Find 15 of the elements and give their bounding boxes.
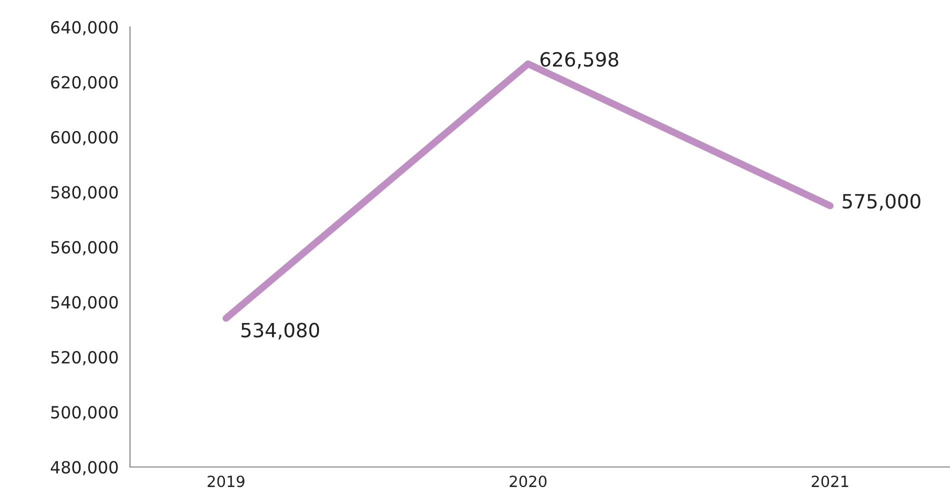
y-tick-label: 520,000 [51, 350, 118, 366]
y-tick-label: 480,000 [50, 460, 118, 476]
y-tick-label: 560,000 [51, 240, 118, 256]
x-tick-label: 2021 [812, 476, 848, 488]
data-label: 626,598 [540, 52, 618, 69]
x-tick-label: 2020 [510, 476, 546, 488]
y-tick-label: 600,000 [51, 130, 118, 146]
y-tick-label: 620,000 [51, 76, 118, 90]
data-label: 534,080 [241, 322, 320, 340]
x-tick-label: 2019 [208, 476, 244, 488]
data-label: 575,000 [842, 194, 920, 211]
y-tick-label: 540,000 [51, 296, 118, 310]
y-tick-label: 500,000 [51, 406, 118, 420]
y-tick-label: 640,000 [51, 20, 118, 36]
y-tick-label: 580,000 [51, 186, 118, 200]
